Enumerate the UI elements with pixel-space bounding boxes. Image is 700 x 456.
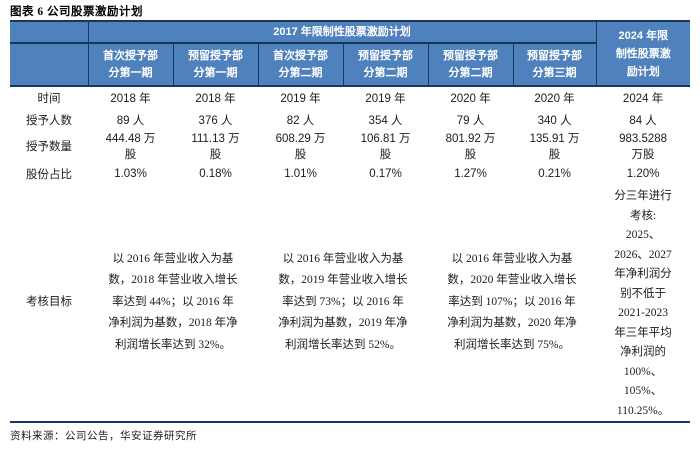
- plan-2017-header: 2017 年限制性股票激励计划: [87, 21, 597, 44]
- assessment-target-2019: 以 2016 年营业收入为基 数，2019 年营业收入增长 率达到 73%；以 …: [278, 252, 408, 351]
- header-corner-cell: [10, 21, 88, 44]
- row-label-share-ratio: 股份占比: [26, 169, 72, 181]
- table-cell: 2018 年: [195, 93, 236, 105]
- data-source-note: 资料来源：公司公告，华安证券研究所: [10, 431, 197, 442]
- row-grant-quantity: 授予数量 444.48 万 股 111.13 万 股 608.29 万 股 10…: [10, 131, 690, 164]
- table-cell: 79 人: [456, 115, 485, 127]
- column-header-reserved-grant-phase2b: 预留授予部 分第二期: [427, 43, 513, 87]
- table-cell: 340 人: [537, 115, 572, 127]
- row-time: 时间 2018 年 2018 年 2019 年 2019 年 2020 年 20…: [10, 86, 690, 109]
- table-cell: 111.13 万 股: [191, 133, 240, 161]
- table-cell: 444.48 万 股: [105, 133, 156, 161]
- incentive-plan-table: 2017 年限制性股票激励计划 2024 年限 制性股票激 励计划 首次授予部 …: [10, 20, 691, 423]
- table-cell: 2024 年: [622, 93, 664, 105]
- header-row-plan: 2017 年限制性股票激励计划 2024 年限 制性股票激 励计划: [10, 21, 691, 87]
- row-grantees: 授予人数 89 人 376 人 82 人 354 人 79 人 340 人 84…: [10, 109, 690, 131]
- table-cell: 2018 年: [110, 93, 151, 105]
- table-cell: 0.18%: [199, 168, 232, 180]
- row-assessment-target: 考核目标 以 2016 年营业收入为基 数，2018 年营业收入增长 率达到 4…: [10, 184, 690, 422]
- column-header-reserved-grant-phase1: 预留授予部 分第一期: [172, 43, 258, 87]
- table-cell: 2020 年: [450, 93, 491, 105]
- table-cell: 2020 年: [534, 93, 575, 105]
- row-label-grantees: 授予人数: [26, 115, 72, 127]
- column-header-reserved-grant-phase2a: 预留授予部 分第二期: [342, 43, 428, 87]
- table-cell: 84 人: [629, 115, 657, 127]
- table-cell: 106.81 万 股: [360, 133, 411, 161]
- row-label-assessment-target: 考核目标: [26, 295, 72, 308]
- header-label-cell: [10, 43, 88, 87]
- assessment-target-2024: 分三年进行 考核: 2025、 2026、2027 年净利润分 别不低于 202…: [614, 190, 672, 417]
- column-header-first-grant-phase1: 首次授予部 分第一期: [87, 43, 173, 87]
- assessment-target-2020: 以 2016 年营业收入为基 数，2020 年营业收入增长 率达到 107%；以…: [447, 252, 577, 351]
- table-cell: 1.20%: [626, 168, 660, 180]
- table-cell: 89 人: [116, 115, 145, 127]
- table-cell: 82 人: [286, 115, 315, 127]
- row-share-ratio: 股份占比 1.03% 0.18% 1.01% 0.17% 1.27% 0.21%…: [10, 164, 690, 184]
- table-cell: 1.03%: [114, 168, 147, 180]
- table-cell: 1.27%: [454, 168, 487, 180]
- plan-2024-header: 2024 年限 制性股票激 励计划: [595, 21, 691, 87]
- table-cell: 608.29 万 股: [275, 133, 326, 161]
- figure-title: 图表 6 公司股票激励计划: [10, 6, 143, 18]
- table-cell: 1.01%: [284, 168, 317, 180]
- table-cell: 2019 年: [365, 93, 406, 105]
- table-cell: 983.5288 万股: [619, 133, 668, 161]
- table-cell: 376 人: [198, 115, 233, 127]
- table-cell: 801.92 万 股: [445, 133, 496, 161]
- assessment-target-2018: 以 2016 年营业收入为基 数，2018 年营业收入增长 率达到 44%；以 …: [108, 252, 238, 351]
- column-header-first-grant-phase2: 首次授予部 分第二期: [257, 43, 343, 87]
- row-label-time: 时间: [37, 93, 61, 105]
- row-label-grant-quantity: 授予数量: [26, 140, 72, 153]
- column-header-reserved-grant-phase3: 预留授予部 分第三期: [512, 43, 597, 87]
- header-row-tranches: 首次授予部 分第一期 预留授予部 分第一期 首次授予部 分第二期 预留授予部 分…: [10, 43, 690, 87]
- table-cell: 0.17%: [369, 168, 402, 180]
- table-cell: 0.21%: [538, 168, 571, 180]
- table-cell: 2019 年: [280, 93, 321, 105]
- table-cell: 354 人: [368, 115, 403, 127]
- table-cell: 135.91 万 股: [529, 133, 580, 161]
